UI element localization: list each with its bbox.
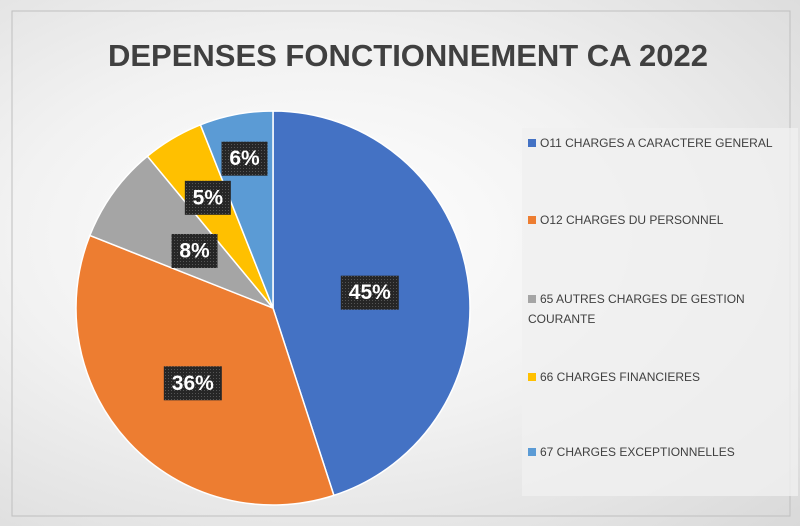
legend-swatch: [528, 139, 536, 147]
data-label-box: [221, 141, 268, 176]
pie-slice: [88, 155, 274, 309]
legend-label: 66 CHARGES FINANCIERES: [540, 370, 701, 384]
legend-item: 66 CHARGES FINANCIERES: [528, 367, 790, 387]
data-label-box: [184, 180, 231, 215]
data-label: 6%: [229, 147, 260, 170]
legend-item: 67 CHARGES EXCEPTIONNELLES: [528, 442, 790, 462]
legend-label: 67 CHARGES EXCEPTIONNELLES: [540, 445, 735, 459]
legend-swatch: [528, 295, 536, 303]
legend-label: O12 CHARGES DU PERSONNEL: [540, 213, 724, 227]
legend-item: 65 AUTRES CHARGES DE GESTION COURANTE: [528, 289, 790, 329]
data-label-box: [171, 233, 218, 268]
legend-box: [522, 128, 798, 496]
legend-item: O12 CHARGES DU PERSONNEL: [528, 210, 790, 230]
data-label: 5%: [193, 186, 224, 209]
chart-title: DEPENSES FONCTIONNEMENT CA 2022: [108, 38, 708, 73]
data-label: 45%: [349, 281, 391, 304]
data-label-box: [340, 275, 399, 310]
legend-swatch: [528, 373, 536, 381]
data-label: 8%: [179, 240, 210, 263]
data-label-box: [163, 366, 222, 401]
legend-swatch: [528, 448, 536, 456]
legend-item: O11 CHARGES A CARACTERE GENERAL: [528, 133, 790, 153]
data-label: 36%: [172, 372, 214, 395]
legend-swatch: [528, 216, 536, 224]
legend-label: O11 CHARGES A CARACTERE GENERAL: [540, 136, 773, 150]
legend-label: 65 AUTRES CHARGES DE GESTION COURANTE: [528, 292, 745, 326]
